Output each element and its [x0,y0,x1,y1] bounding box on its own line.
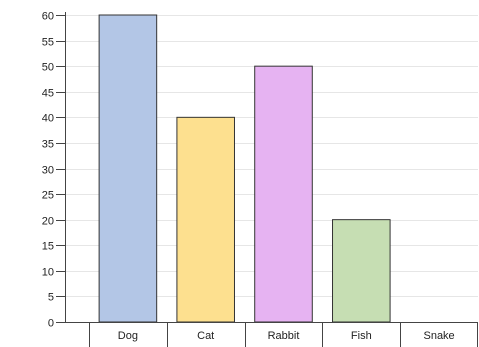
y-tick-label-60: 60 [42,11,54,23]
x-label-cat: Cat [197,330,214,342]
bar-dog [98,14,158,323]
y-tick-label-30: 30 [42,165,54,177]
y-tick-label-0: 0 [48,318,54,330]
bar-cat [176,116,235,323]
y-tick-label-45: 45 [42,88,54,100]
y-tick-label-10: 10 [42,267,54,279]
x-label-fish: Fish [351,330,372,342]
bar-fish [332,219,391,323]
y-tick-label-50: 50 [42,62,54,74]
axis-layer [56,12,478,347]
y-tick-label-5: 5 [48,292,54,304]
x-label-dog: Dog [118,330,138,342]
bar-rabbit [254,65,313,323]
y-tick-label-35: 35 [42,139,54,151]
x-label-rabbit: Rabbit [268,330,300,342]
bars-layer [98,14,391,323]
y-tick-label-55: 55 [42,37,54,49]
y-tick-label-15: 15 [42,241,54,253]
x-label-snake: Snake [423,330,454,342]
y-tick-label-25: 25 [42,190,54,202]
labels-layer: 0 5 10 15 20 25 30 35 40 45 50 55 60 Dog Cat Rabbit Fish… [42,11,455,343]
y-tick-label-20: 20 [42,216,54,228]
y-tick-label-40: 40 [42,113,54,125]
